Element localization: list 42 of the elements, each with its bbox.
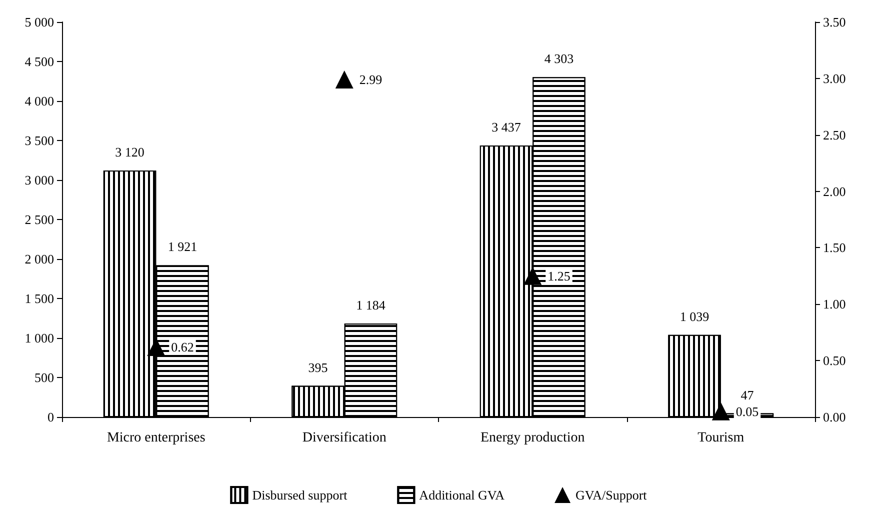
point <box>712 402 730 420</box>
y-tick-label: 2 500 <box>24 212 54 227</box>
y2-tick-label: 1.50 <box>823 240 846 256</box>
data-label: 2.99 <box>359 72 382 88</box>
y-tick-label: 3 500 <box>24 133 54 148</box>
y-tick-label: 500 <box>34 370 54 385</box>
data-label: 47 <box>740 387 754 402</box>
y2-tick-label: 0.50 <box>823 353 846 368</box>
y-tick-label: 5 000 <box>24 14 54 30</box>
data-label: 0.62 <box>171 340 194 355</box>
point <box>147 338 166 356</box>
y2-tick-label: 0.00 <box>823 410 846 424</box>
x-tick-label: Energy production <box>480 430 585 446</box>
y-tick-label: 3 000 <box>24 172 54 188</box>
data-label: 4 303 <box>544 51 574 66</box>
x-tick-label: Micro enterprises <box>106 430 206 446</box>
y2-tick-label: 2.50 <box>823 127 846 142</box>
data-label: 3 120 <box>115 144 144 160</box>
x-tick-label: Tourism <box>698 430 744 446</box>
legend-label: GVA/Support <box>576 488 648 502</box>
y2-tick-label: 3.00 <box>823 70 846 86</box>
data-label: 1.25 <box>548 268 570 284</box>
legend-label: Additional GVA <box>419 488 506 502</box>
data-label: 395 <box>308 360 328 375</box>
legend-label: Disbursed support <box>252 488 348 502</box>
y-tick-label: 2 000 <box>24 252 54 266</box>
data-label: 1 039 <box>680 308 710 324</box>
data-label: 1 921 <box>168 239 198 254</box>
y2-tick-label: 3.50 <box>823 14 846 30</box>
y2-tick-label: 1.00 <box>823 296 846 312</box>
y2-tick-label: 2.00 <box>823 184 846 199</box>
y-tick-label: 4 000 <box>24 94 54 108</box>
data-label: 3 437 <box>492 119 522 134</box>
x-tick-label: Diversification <box>302 430 386 446</box>
data-label: 1 184 <box>356 297 386 312</box>
y-tick-label: 1 000 <box>24 330 54 346</box>
y-tick-label: 1 500 <box>24 291 54 306</box>
data-label: 0.05 <box>736 404 759 419</box>
point <box>335 70 354 89</box>
point <box>524 266 542 285</box>
y-tick-label: 0 <box>48 410 54 424</box>
y-tick-label: 4 500 <box>24 54 54 69</box>
